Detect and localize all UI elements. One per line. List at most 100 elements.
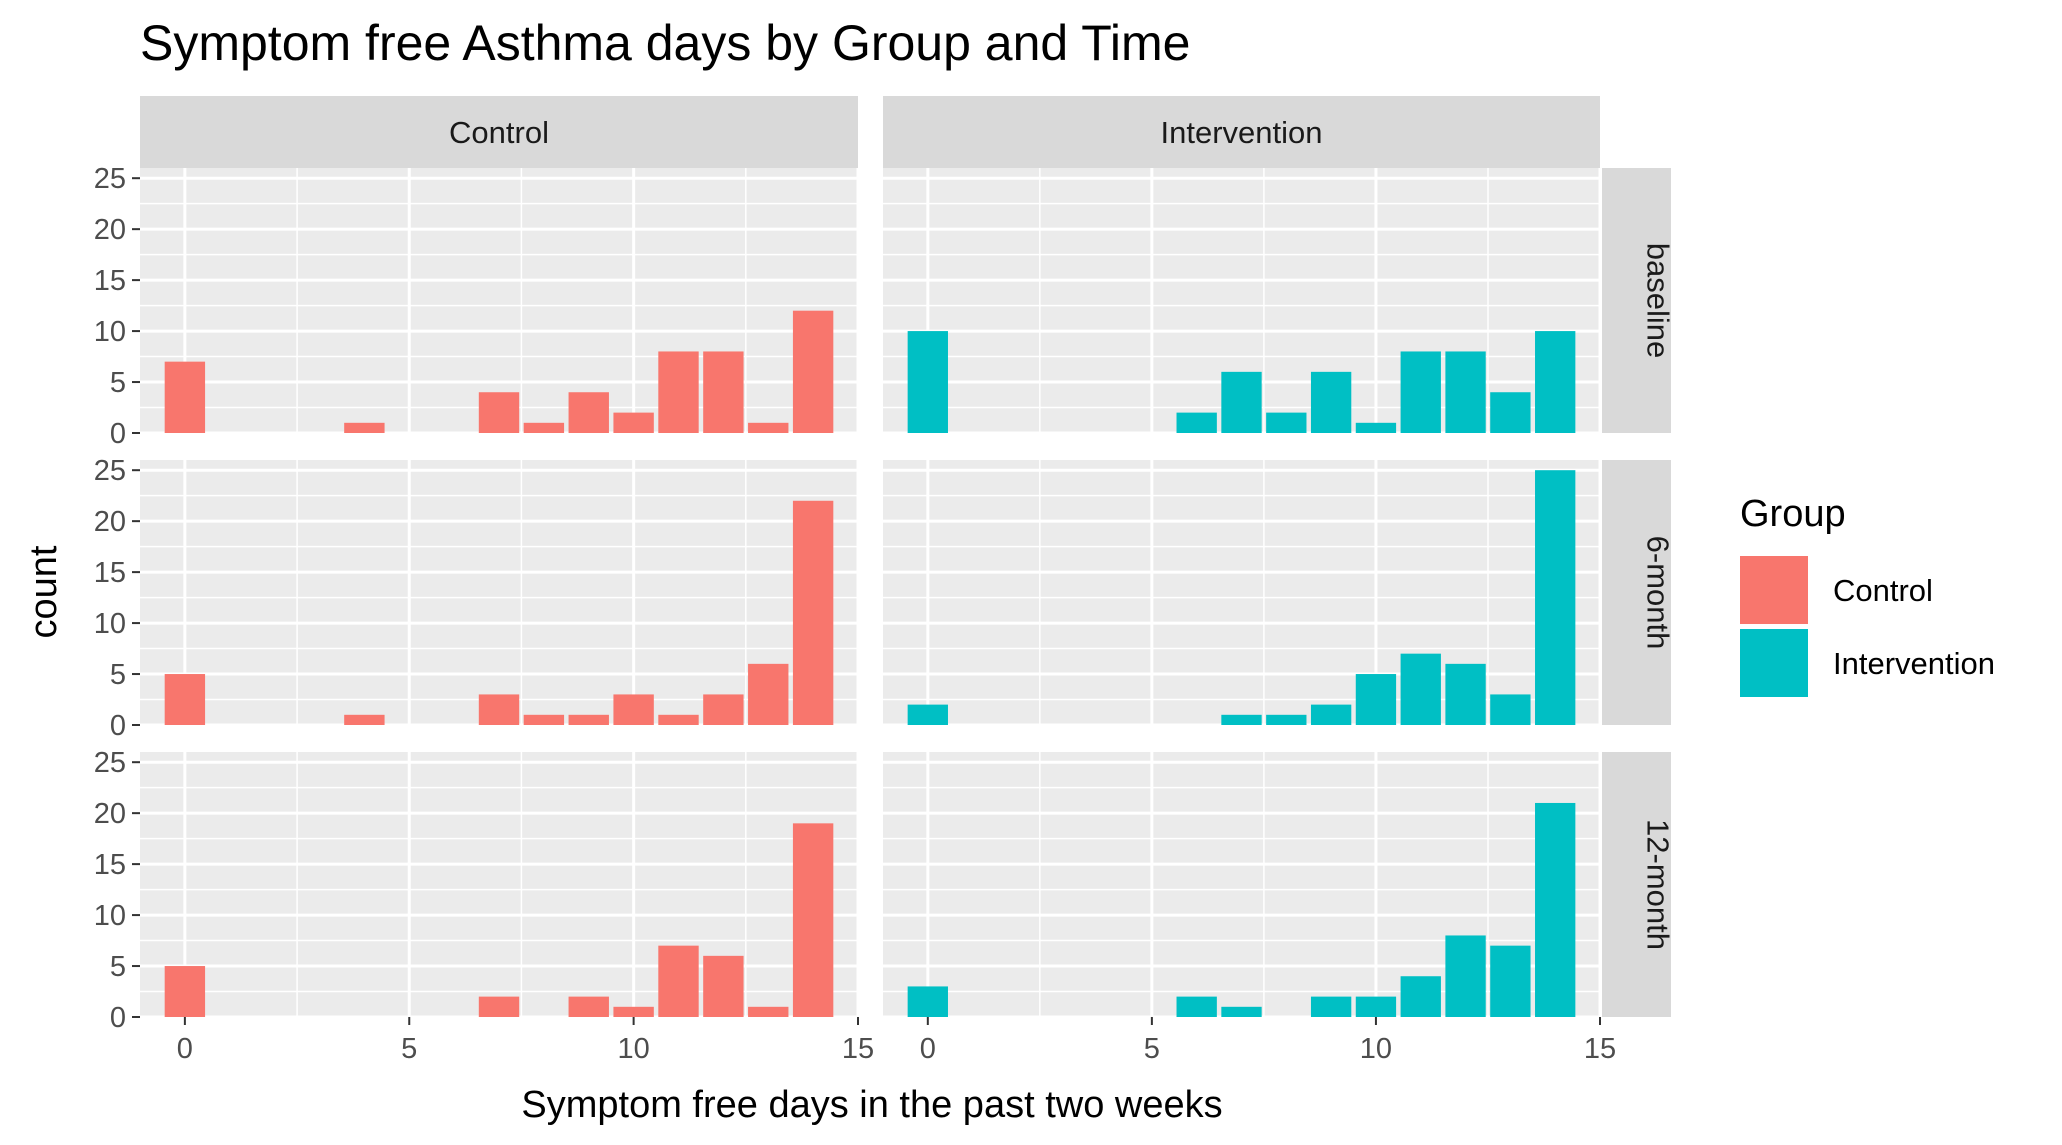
y-tick-label: 0 [110,418,126,450]
legend-swatch-intervention [1740,629,1808,697]
panel-intervention-12-month: 0 5 10 15 [883,752,1616,1065]
bar [658,945,699,1017]
column-strip-control [140,96,858,168]
bar [1310,996,1352,1017]
bar [1221,1006,1262,1017]
bar [164,361,206,433]
y-tick-label: 20 [94,798,126,830]
bar [748,1006,789,1017]
bar [1445,935,1486,1017]
y-tick-label: 15 [94,265,126,297]
bar [1445,663,1486,725]
bar [613,412,654,433]
bar [568,392,609,433]
bar [613,694,654,725]
legend-title: Group [1740,493,1846,535]
y-tick-label: 20 [94,214,126,246]
bar [1266,714,1307,725]
y-tick-label: 25 [94,455,126,487]
bar [703,351,744,433]
legend: Control Intervention [1740,556,1995,697]
bar [164,966,206,1017]
column-strip-intervention [883,96,1600,168]
bar [523,714,565,725]
panel-intervention-6-month [883,460,1602,727]
bar [1535,470,1576,725]
panel-background [140,752,858,1017]
panel-background [883,460,1600,725]
panel-intervention-baseline [883,168,1602,435]
row-strip-label: 12-month [1641,819,1676,950]
bar [1400,653,1441,725]
y-tick-label: 10 [94,316,126,348]
bar [1221,371,1262,433]
bar [1400,351,1441,433]
legend-label-control: Control [1833,573,1933,608]
y-tick-label: 5 [110,367,126,399]
bar [1176,412,1217,433]
bar [703,955,744,1017]
x-tick-label: 5 [401,1033,417,1065]
row-strip-label: baseline [1641,243,1676,358]
x-tick-label: 15 [1584,1033,1616,1065]
bar [1355,674,1397,725]
bar [1221,714,1262,725]
bar [568,996,609,1017]
legend-swatch-control [1740,556,1808,624]
bar [344,714,385,725]
y-tick-label: 0 [110,710,126,742]
panel-control-6-month: 0 5 10 15 20 25 [94,455,860,742]
panel-control-baseline: 0 5 10 15 20 25 [94,163,860,450]
row-strip-12-month [1602,752,1671,1017]
bar [568,714,609,725]
bar [1490,392,1531,433]
row-strip-6-month [1602,460,1671,725]
bar [523,422,565,433]
y-tick-label: 0 [110,1002,126,1034]
bar [907,986,948,1017]
bar [1535,802,1576,1017]
bar [792,823,834,1017]
chart-title: Symptom free Asthma days by Group and Ti… [140,15,1190,71]
row-strip-label: 6-month [1641,536,1676,650]
bar [748,663,789,725]
bar [907,331,948,433]
x-tick-label: 10 [1360,1033,1392,1065]
y-tick-label: 25 [94,747,126,779]
x-tick-label: 0 [920,1033,936,1065]
y-tick-label: 25 [94,163,126,195]
y-tick-label: 5 [110,951,126,983]
bar [478,694,520,725]
bar [658,714,699,725]
legend-label-intervention: Intervention [1833,646,1995,681]
bar [164,674,206,725]
row-strip-baseline [1602,168,1671,433]
bar [478,996,520,1017]
bar [1355,996,1397,1017]
x-tick-label: 10 [617,1033,649,1065]
x-tick-label: 5 [1144,1033,1160,1065]
bar [1490,694,1531,725]
bar [1310,704,1352,725]
y-axis-title: count [23,545,65,638]
panel-control-12-month: 0 5 10 15 20 25 0 5 10 15 [94,747,874,1065]
bar [1176,996,1217,1017]
column-strip-label: Control [449,115,549,150]
bar [1310,371,1352,433]
bar [1355,422,1397,433]
x-tick-label: 0 [177,1033,193,1065]
bar [792,500,834,725]
bar [1266,412,1307,433]
bar [1445,351,1486,433]
bar [748,422,789,433]
x-tick-label: 15 [842,1033,874,1065]
y-tick-label: 5 [110,659,126,691]
bar [1490,945,1531,1017]
y-tick-label: 15 [94,849,126,881]
y-tick-label: 10 [94,608,126,640]
y-tick-label: 10 [94,900,126,932]
panel-background [140,460,858,725]
bar [1400,976,1441,1017]
